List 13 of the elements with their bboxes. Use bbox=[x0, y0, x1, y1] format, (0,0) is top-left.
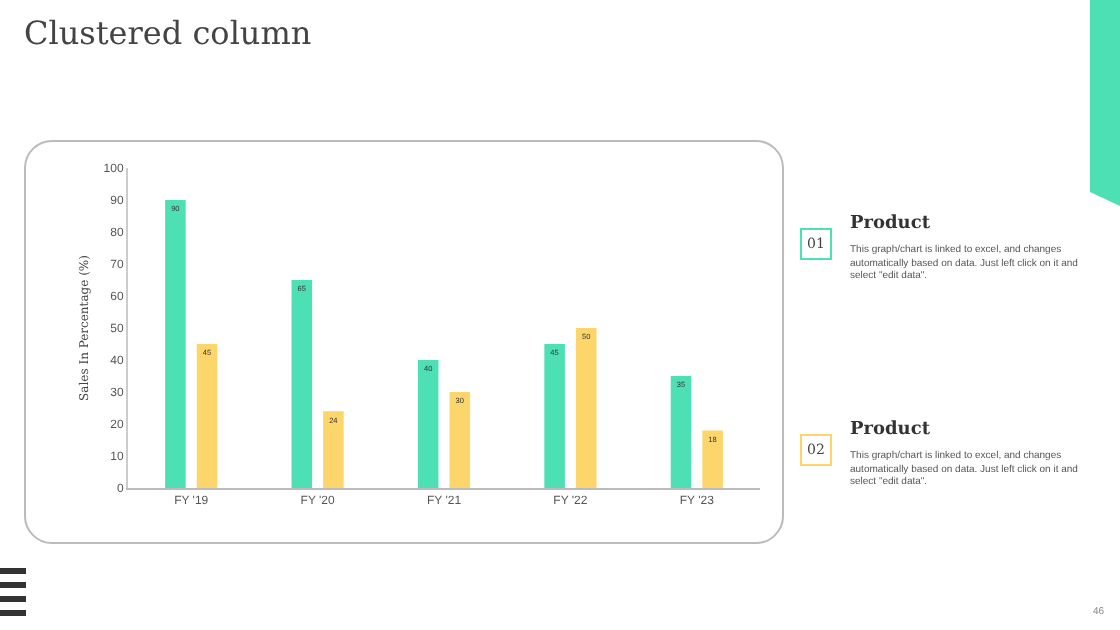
text: Product bbox=[850, 420, 930, 440]
bar bbox=[323, 411, 344, 488]
bar bbox=[165, 200, 186, 488]
bar bbox=[544, 344, 565, 488]
bar bbox=[196, 344, 218, 488]
chart-title: Clustered column bbox=[24, 14, 312, 52]
bar bbox=[449, 392, 471, 488]
text: Product bbox=[850, 214, 930, 234]
bar bbox=[575, 328, 597, 488]
bar bbox=[702, 430, 723, 488]
bar bbox=[417, 360, 439, 488]
bar bbox=[670, 376, 692, 488]
bar bbox=[291, 280, 313, 488]
